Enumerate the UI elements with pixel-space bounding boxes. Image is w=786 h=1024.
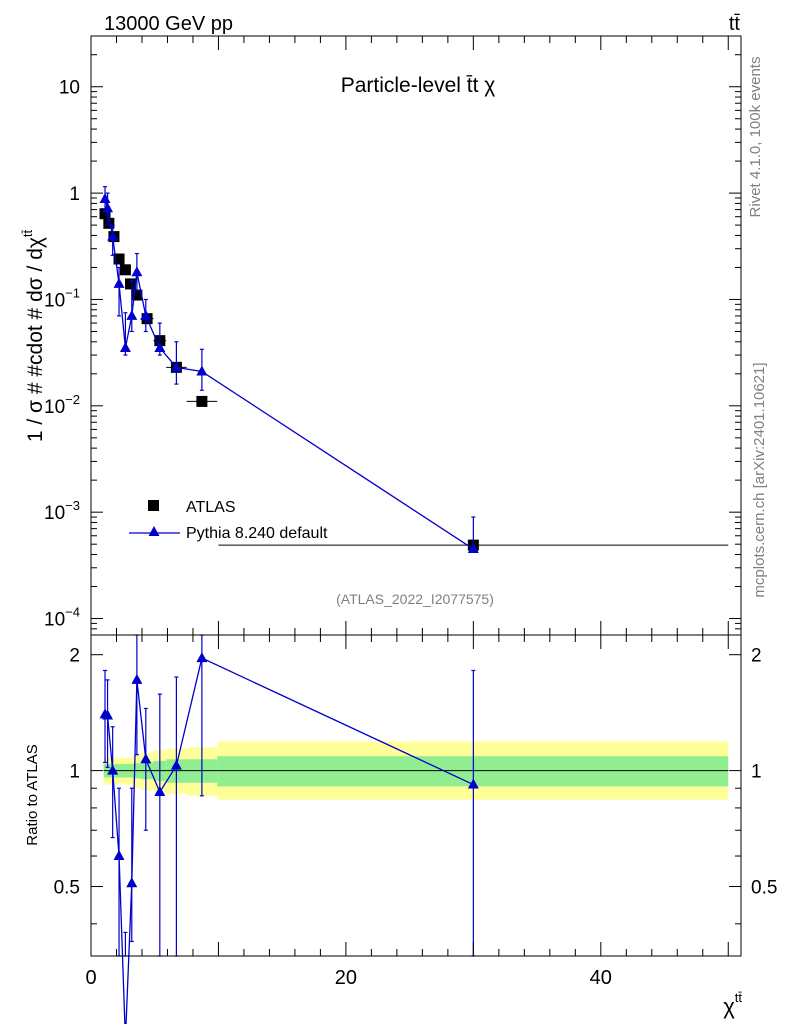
ratio-y-tick-label-right: 1 bbox=[751, 762, 762, 783]
y-tick-label: 1 bbox=[69, 184, 80, 205]
ratio-point bbox=[107, 764, 119, 775]
legend-atlas-label: ATLAS bbox=[186, 499, 236, 516]
pythia-point bbox=[154, 341, 166, 352]
pythia-point bbox=[170, 361, 182, 372]
y-axis-label-text: 1 / σ # #cdot # dσ / dχ bbox=[24, 237, 47, 442]
y-tick-label-exp: −1 bbox=[65, 285, 80, 300]
energy-label: 13000 GeV pp bbox=[104, 13, 233, 35]
ratio-point bbox=[113, 850, 125, 861]
legend-pythia-label: Pythia 8.240 default bbox=[186, 525, 328, 542]
atlas-point bbox=[196, 395, 208, 407]
y-tick-label: 10−3 bbox=[44, 498, 80, 524]
y-axis-label-sup: tt̄ bbox=[20, 229, 35, 237]
x-tick-label: 0 bbox=[85, 967, 96, 989]
ratio-point bbox=[170, 759, 182, 770]
svg-text:1 / σ # #cdot # dσ / dχtt̄: 1 / σ # #cdot # dσ / dχtt̄ bbox=[20, 229, 47, 442]
ratio-y-tick-label: 0.5 bbox=[54, 878, 80, 899]
legend-pythia-marker bbox=[148, 526, 160, 536]
pythia-point bbox=[113, 277, 125, 288]
legend: ATLAS Pythia 8.240 default bbox=[129, 499, 328, 542]
y-tick-label: 10−1 bbox=[44, 285, 80, 311]
y-tick-label-exp: −2 bbox=[65, 392, 80, 407]
atlas-point bbox=[125, 278, 137, 290]
ratio-line bbox=[104, 657, 474, 1024]
main-marks bbox=[99, 186, 729, 554]
ratio-point bbox=[140, 753, 152, 764]
pythia-point bbox=[102, 202, 114, 213]
y-tick-label-base: 10 bbox=[44, 290, 65, 311]
pythia-point bbox=[131, 266, 143, 277]
legend-atlas-marker bbox=[148, 500, 159, 511]
y-tick-label-exp: −4 bbox=[65, 605, 80, 620]
y-tick-label-base: 10 bbox=[59, 78, 80, 99]
y-tick-label-base: 10 bbox=[44, 610, 65, 631]
pythia-point bbox=[140, 309, 152, 320]
y-tick-label: 10−2 bbox=[44, 392, 80, 418]
ratio-frame bbox=[90, 634, 742, 957]
y-tick-label: 10 bbox=[59, 78, 80, 99]
pythia-point bbox=[99, 193, 111, 204]
x-tick-label: 20 bbox=[335, 967, 357, 989]
x-axis-label-sup: tt̄ bbox=[735, 990, 743, 1005]
pythia-line bbox=[104, 198, 474, 550]
atlas-point bbox=[103, 217, 115, 229]
x-axis-label: χtt̄ bbox=[723, 990, 742, 1019]
atlas-point bbox=[113, 253, 125, 265]
chart-title: Particle-level t̄t χ bbox=[341, 74, 496, 97]
ratio-y-tick-label-right: 2 bbox=[751, 646, 762, 667]
ratio-panel: 0 20 40 0.5 0.5 1 1 2 2 Ratio to ATLAS χtt̄ bbox=[24, 634, 777, 1024]
x-tick-label: 40 bbox=[590, 967, 612, 989]
ratio-point bbox=[467, 778, 479, 789]
ratio-point bbox=[126, 877, 138, 888]
y-tick-label-base: 10 bbox=[44, 397, 65, 418]
ratio-y-tick-label: 1 bbox=[69, 762, 80, 783]
pythia-point bbox=[126, 309, 138, 320]
ratio-y-tick-label-right: 0.5 bbox=[751, 878, 777, 899]
mcplots-label: mcplots.cern.ch [arXiv:2401.10621] bbox=[751, 362, 768, 597]
y-tick-label: 10−4 bbox=[44, 605, 80, 631]
y-tick-label-base: 10 bbox=[44, 503, 65, 524]
pythia-point bbox=[107, 230, 119, 241]
pythia-point bbox=[119, 341, 131, 352]
atlas-point bbox=[99, 208, 111, 220]
ratio-ticks: 0 20 40 0.5 0.5 1 1 2 2 bbox=[54, 635, 777, 989]
ratio-y-axis-label: Ratio to ATLAS bbox=[24, 744, 41, 845]
ratio-point bbox=[154, 785, 166, 796]
rivet-label: Rivet 4.1.0, 100k events bbox=[747, 57, 764, 218]
pythia-point bbox=[196, 365, 208, 376]
atlas-point bbox=[131, 289, 143, 301]
process-label: tt̄ bbox=[729, 13, 741, 35]
y-tick-label-base: 1 bbox=[69, 184, 80, 205]
y-axis-label: 1 / σ # #cdot # dσ / dχtt̄ bbox=[20, 229, 47, 442]
ratio-y-tick-label: 2 bbox=[69, 646, 80, 667]
ratio-point bbox=[102, 709, 114, 720]
pythia-point bbox=[467, 543, 479, 554]
y-tick-label-exp: −3 bbox=[65, 498, 80, 513]
watermark: (ATLAS_2022_I2077575) bbox=[336, 591, 494, 607]
ratio-marks bbox=[99, 634, 729, 1024]
ratio-point bbox=[196, 652, 208, 663]
x-axis-label-text: χ bbox=[723, 994, 735, 1019]
atlas-point bbox=[119, 264, 131, 276]
ratio-point bbox=[131, 673, 143, 684]
